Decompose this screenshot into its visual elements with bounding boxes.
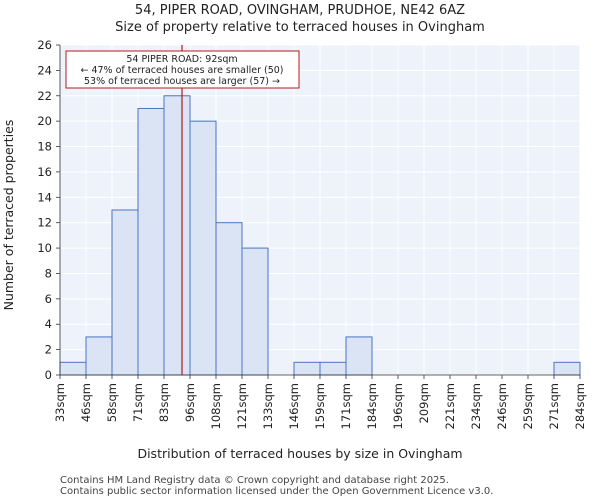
x-axis-ticks: 33sqm 46sqm 58sqm 71sqm 83sqm 96sqm 108sqm 121s…: [53, 375, 587, 429]
x-tick-label-8: 133sqm: [261, 383, 275, 429]
bar-10: [319, 361, 347, 376]
x-tick-label-4: 83sqm: [157, 383, 171, 422]
y-tick-label-6: 12: [37, 216, 52, 230]
bars: [59, 95, 581, 376]
annotation-box-frame: [65, 50, 300, 89]
x-tick-label-2: 58sqm: [105, 383, 119, 422]
x-axis-label: Distribution of terraced houses by size …: [137, 446, 462, 461]
bar-5: [189, 120, 217, 376]
y-tick-label-11: 22: [37, 89, 52, 103]
bar-19: [553, 361, 581, 376]
y-tick-label-8: 16: [37, 165, 52, 179]
x-tick-label-20: 284sqm: [573, 383, 587, 429]
x-tick-label-5: 96sqm: [183, 383, 197, 422]
bar-1: [85, 336, 113, 376]
chart-title-line1: 54, PIPER ROAD, OVINGHAM, PRUDHOE, NE42 …: [135, 3, 465, 18]
bar-7: [241, 247, 269, 376]
x-tick-label-13: 196sqm: [391, 383, 405, 429]
bar-0: [59, 361, 87, 376]
x-tick-label-17: 246sqm: [495, 383, 509, 429]
x-tick-label-14: 209qm: [417, 383, 431, 423]
footer-line1: Contains HM Land Registry data © Crown c…: [60, 475, 449, 486]
bar-9: [293, 361, 321, 376]
y-tick-label-3: 6: [45, 292, 52, 306]
x-tick-label-12: 184sqm: [365, 383, 379, 429]
bar-3: [137, 107, 165, 376]
annotation-line2: ← 47% of terraced houses are smaller (50…: [80, 65, 283, 76]
y-tick-label-2: 4: [45, 317, 52, 331]
annotation-box: 54 PIPER ROAD: 92sqm ← 47% of terraced h…: [65, 50, 300, 89]
annotation-line1: 54 PIPER ROAD: 92sqm: [126, 54, 237, 65]
annotation-line3: 53% of terraced houses are larger (57) →: [84, 76, 280, 87]
y-tick-label-10: 20: [37, 114, 52, 128]
y-axis-label: Number of terraced properties: [1, 120, 16, 311]
x-tick-label-15: 221sqm: [443, 383, 457, 429]
y-tick-label-4: 8: [45, 266, 52, 280]
y-tick-label-1: 2: [45, 343, 52, 357]
chart-title-line2: Size of property relative to terraced ho…: [115, 20, 485, 35]
x-tick-label-6: 108sqm: [209, 383, 223, 429]
y-tick-label-13: 26: [37, 38, 52, 52]
y-tick-label-12: 24: [37, 63, 52, 77]
x-tick-label-1: 46sqm: [79, 383, 93, 422]
x-tick-label-18: 259sqm: [521, 383, 535, 429]
x-tick-label-10: 159sqm: [313, 383, 327, 429]
y-tick-label-5: 10: [37, 241, 52, 255]
bar-4: [163, 95, 191, 376]
bar-11: [345, 336, 373, 376]
x-tick-label-0: 33sqm: [53, 383, 67, 422]
x-tick-label-3: 71sqm: [131, 383, 145, 422]
bar-2: [111, 209, 139, 376]
x-tick-label-9: 146sqm: [287, 383, 301, 429]
x-tick-label-16: 234sqm: [469, 383, 483, 429]
footer-line2: Contains public sector information licen…: [60, 486, 493, 497]
x-tick-label-19: 271sqm: [547, 383, 561, 429]
x-tick-label-11: 171sqm: [339, 383, 353, 429]
x-tick-label-7: 121sqm: [235, 383, 249, 429]
y-tick-label-9: 18: [37, 140, 52, 154]
y-tick-label-0: 0: [45, 368, 52, 382]
y-tick-label-7: 14: [37, 190, 52, 204]
bar-6: [215, 222, 243, 376]
